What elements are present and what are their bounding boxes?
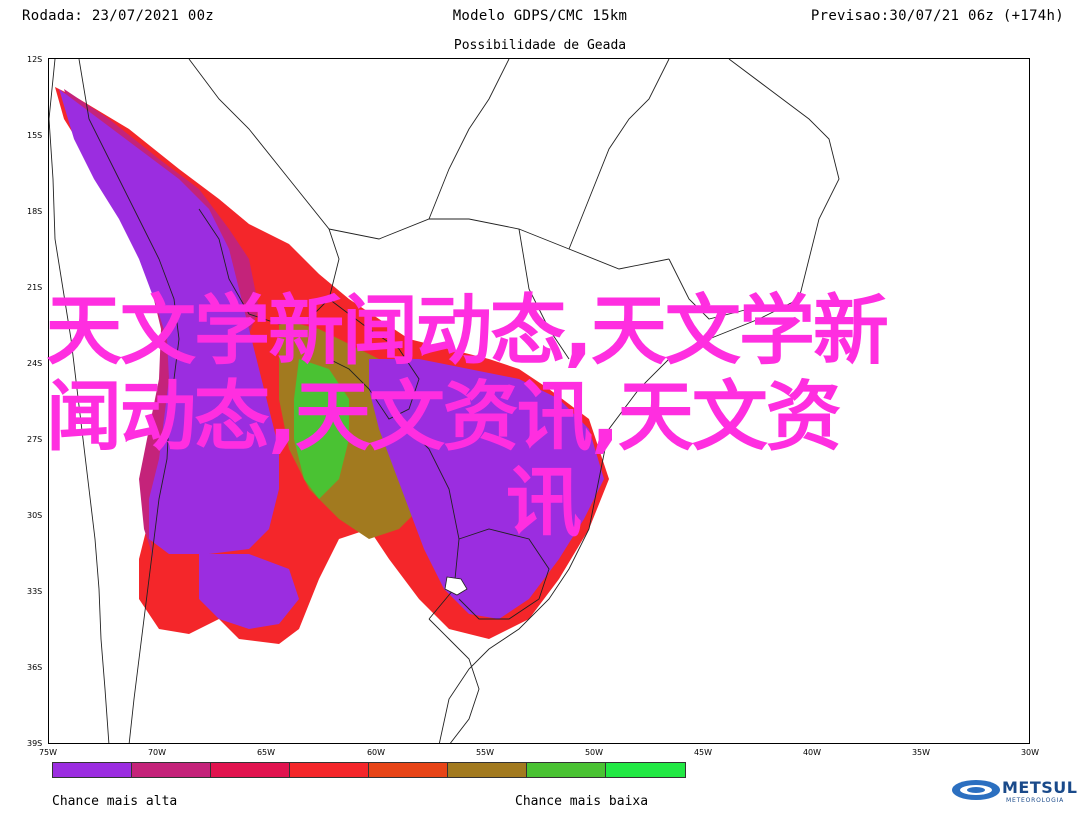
- lon-label: 45W: [693, 748, 713, 757]
- lat-label: 27S: [27, 435, 43, 444]
- map-canvas: [49, 59, 840, 743]
- pacific-coastline: [49, 59, 110, 743]
- run-time-label: Rodada: 23/07/2021 00z: [22, 8, 215, 24]
- lon-label: 75W: [38, 748, 58, 757]
- model-label: Modelo GDPS/CMC 15km: [452, 8, 628, 24]
- legend-swatch: [211, 763, 290, 777]
- argentina-border: [398, 418, 460, 620]
- frost-zone-magenta: [64, 89, 259, 559]
- legend-swatch: [369, 763, 448, 777]
- watermark-line: 天文学新闻动态,天文学新: [46, 286, 889, 375]
- lon-label: 40W: [802, 748, 822, 757]
- lon-label: 55W: [475, 748, 495, 757]
- legend-swatch: [527, 763, 606, 777]
- legend-high-chance-label: Chance mais alta: [52, 794, 178, 809]
- brand-tagline: METEOROLOGIA: [1006, 797, 1065, 804]
- map-subtitle: Possibilidade de Geada: [453, 38, 627, 53]
- lat-label: 36S: [27, 663, 43, 672]
- brand-name: METSUL: [1002, 778, 1078, 797]
- lat-label: 18S: [27, 207, 43, 216]
- lat-label: 39S: [27, 739, 43, 748]
- lat-label: 21S: [27, 283, 43, 292]
- frost-map: [48, 58, 1030, 744]
- lat-label: 15S: [27, 131, 43, 140]
- brazil-inner-2: [428, 59, 510, 220]
- watermark-overlay: 天文学新闻动态,天文学新 闻动态,天文资讯,天文资 讯: [46, 288, 1026, 546]
- lat-label: 24S: [27, 359, 43, 368]
- brazil-inner-3: [568, 59, 670, 250]
- legend-swatch: [53, 763, 132, 777]
- metsul-logo-icon: [952, 780, 1000, 800]
- lon-label: 70W: [147, 748, 167, 757]
- legend-swatch: [606, 763, 685, 777]
- frost-zone-purple-south: [199, 554, 299, 629]
- atlantic-coastline: [438, 59, 840, 743]
- forecast-time-label: Previsao:30/07/21 06z (+174h): [810, 8, 1064, 24]
- lon-label: 50W: [584, 748, 604, 757]
- watermark-line: 闻动态,天文资讯,天文资: [46, 372, 842, 461]
- legend-swatch: [448, 763, 527, 777]
- brazil-inner-5: [668, 258, 750, 320]
- frost-field: [55, 87, 609, 644]
- rio-plata-coast: [428, 618, 480, 743]
- color-legend: [52, 762, 686, 778]
- andes-border: [78, 59, 180, 743]
- watermark-line: 讯: [506, 458, 582, 547]
- uruguay-border: [458, 528, 550, 620]
- brazil-inner-4: [518, 228, 570, 360]
- lon-label: 30W: [1020, 748, 1040, 757]
- legend-low-chance-label: Chance mais baixa: [515, 794, 649, 809]
- lat-label: 33S: [27, 587, 43, 596]
- lagoon: [444, 576, 468, 596]
- legend-swatch: [132, 763, 211, 777]
- lon-label: 65W: [256, 748, 276, 757]
- frost-zone-purple-west: [59, 89, 279, 554]
- lat-label: 12S: [27, 55, 43, 64]
- lon-label: 60W: [366, 748, 386, 757]
- brazil-inner-1: [328, 218, 670, 270]
- frost-zone-purple-east: [369, 359, 604, 619]
- lon-label: 35W: [911, 748, 931, 757]
- legend-swatch: [290, 763, 369, 777]
- lat-label: 30S: [27, 511, 43, 520]
- country-borders: [49, 59, 840, 743]
- frost-zone-green: [294, 359, 349, 499]
- paraguay-border: [328, 298, 420, 420]
